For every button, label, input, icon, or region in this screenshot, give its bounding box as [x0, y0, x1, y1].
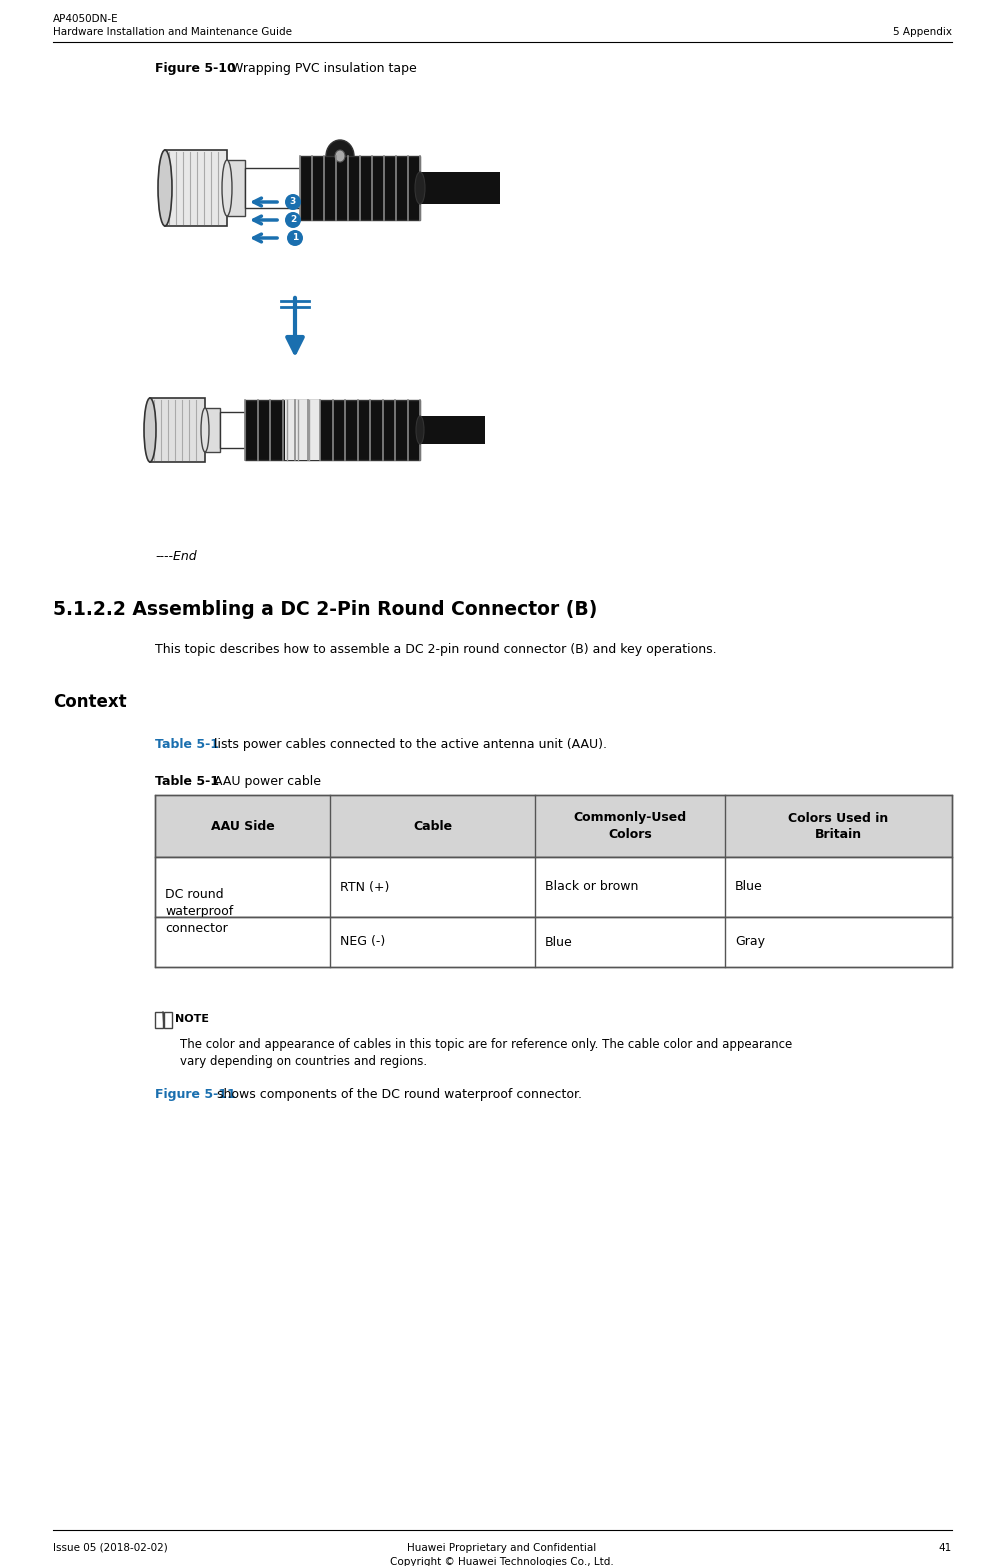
Ellipse shape — [416, 417, 424, 445]
Ellipse shape — [285, 211, 302, 229]
Bar — [155, 857, 952, 918]
Text: Colors Used in
Britain: Colors Used in Britain — [788, 811, 888, 841]
Text: 1: 1 — [291, 233, 298, 243]
Bar — [155, 796, 952, 857]
Text: DC round
waterproof
connector: DC round waterproof connector — [165, 888, 233, 935]
Ellipse shape — [326, 139, 354, 172]
Text: Context: Context — [53, 694, 127, 711]
Text: Wrapping PVC insulation tape: Wrapping PVC insulation tape — [227, 63, 417, 75]
Text: shows components of the DC round waterproof connector.: shows components of the DC round waterpr… — [213, 1088, 582, 1101]
Text: 3: 3 — [289, 197, 296, 207]
Text: Figure 5-10: Figure 5-10 — [155, 63, 236, 75]
Bar — [227, 160, 245, 216]
Bar — [245, 399, 420, 460]
Text: Blue: Blue — [735, 880, 763, 894]
Bar — [285, 399, 320, 460]
Bar — [165, 150, 227, 226]
Text: NOTE: NOTE — [175, 1015, 209, 1024]
Bar — [420, 417, 485, 445]
Ellipse shape — [285, 194, 302, 210]
Text: Cable: Cable — [413, 819, 452, 833]
Text: Table 5-1: Table 5-1 — [155, 775, 219, 788]
Ellipse shape — [335, 150, 345, 161]
Text: Gray: Gray — [735, 935, 765, 949]
Text: Black or brown: Black or brown — [545, 880, 638, 894]
Bar — [300, 157, 420, 219]
Bar — [155, 1012, 163, 1027]
Text: 41: 41 — [939, 1543, 952, 1553]
Text: vary depending on countries and regions.: vary depending on countries and regions. — [180, 1055, 427, 1068]
Text: The color and appearance of cables in this topic are for reference only. The cab: The color and appearance of cables in th… — [180, 1038, 792, 1051]
Ellipse shape — [287, 230, 303, 246]
Text: This topic describes how to assemble a DC 2-pin round connector (B) and key oper: This topic describes how to assemble a D… — [155, 644, 717, 656]
Ellipse shape — [144, 398, 156, 462]
Ellipse shape — [201, 409, 209, 453]
Text: 5.1.2.2 Assembling a DC 2-Pin Round Connector (B): 5.1.2.2 Assembling a DC 2-Pin Round Conn… — [53, 600, 597, 619]
Ellipse shape — [222, 160, 232, 216]
Text: Huawei Proprietary and Confidential: Huawei Proprietary and Confidential — [407, 1543, 597, 1553]
Text: Figure 5-11: Figure 5-11 — [155, 1088, 236, 1101]
Text: Hardware Installation and Maintenance Guide: Hardware Installation and Maintenance Gu… — [53, 27, 292, 38]
Bar — [150, 398, 205, 462]
Bar — [205, 409, 220, 453]
Text: 2: 2 — [289, 216, 296, 224]
Bar — [245, 168, 300, 208]
Text: AAU Side: AAU Side — [211, 819, 274, 833]
Text: AAU power cable: AAU power cable — [210, 775, 321, 788]
Text: Issue 05 (2018-02-02): Issue 05 (2018-02-02) — [53, 1543, 168, 1553]
Ellipse shape — [158, 150, 172, 226]
Text: Table 5-1: Table 5-1 — [155, 738, 219, 752]
Text: AP4050DN-E: AP4050DN-E — [53, 14, 119, 23]
Text: Blue: Blue — [545, 935, 573, 949]
Bar — [220, 412, 245, 448]
Text: Copyright © Huawei Technologies Co., Ltd.: Copyright © Huawei Technologies Co., Ltd… — [390, 1557, 614, 1566]
Text: ----End: ----End — [155, 550, 197, 564]
Bar — [164, 1012, 172, 1027]
Bar — [155, 918, 952, 966]
Ellipse shape — [415, 172, 425, 204]
Text: Commonly-Used
Colors: Commonly-Used Colors — [574, 811, 686, 841]
Text: lists power cables connected to the active antenna unit (AAU).: lists power cables connected to the acti… — [210, 738, 607, 752]
Text: RTN (+): RTN (+) — [340, 880, 389, 894]
Text: 5 Appendix: 5 Appendix — [893, 27, 952, 38]
Text: NEG (-): NEG (-) — [340, 935, 385, 949]
Bar — [420, 172, 500, 204]
